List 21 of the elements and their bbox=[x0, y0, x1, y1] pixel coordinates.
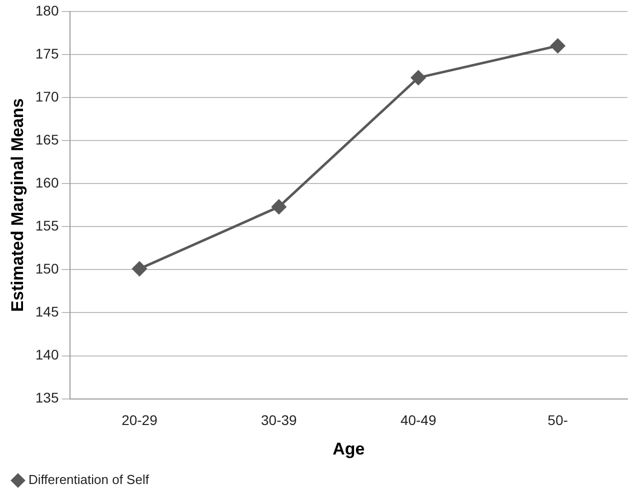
x-tick-label: 30-39 bbox=[261, 412, 298, 428]
point bbox=[411, 70, 426, 85]
point bbox=[550, 38, 566, 54]
x-axis-title: Age bbox=[332, 439, 365, 458]
y-tick-label: 155 bbox=[35, 217, 59, 234]
y-tick-label: 145 bbox=[35, 304, 59, 320]
y-axis-title: Estimated Marginal Means bbox=[8, 98, 27, 312]
x-tick-label: 50- bbox=[548, 412, 568, 428]
y-tick-label: 180 bbox=[35, 2, 59, 18]
point bbox=[132, 262, 147, 276]
y-tick-label: 140 bbox=[35, 346, 59, 363]
x-tick-label: 20-29 bbox=[122, 412, 158, 428]
x-tick-label: 40-49 bbox=[400, 412, 436, 428]
y-tick-label: 170 bbox=[35, 88, 59, 104]
y-tick-label: 150 bbox=[35, 260, 59, 277]
point bbox=[272, 200, 286, 214]
y-tick-label: 175 bbox=[35, 45, 59, 62]
y-tick-label: 165 bbox=[35, 131, 59, 148]
y-tick-label: 135 bbox=[35, 390, 59, 406]
y-tick-label: 160 bbox=[35, 174, 59, 190]
legend-label: Differentiation of Self bbox=[28, 472, 150, 488]
